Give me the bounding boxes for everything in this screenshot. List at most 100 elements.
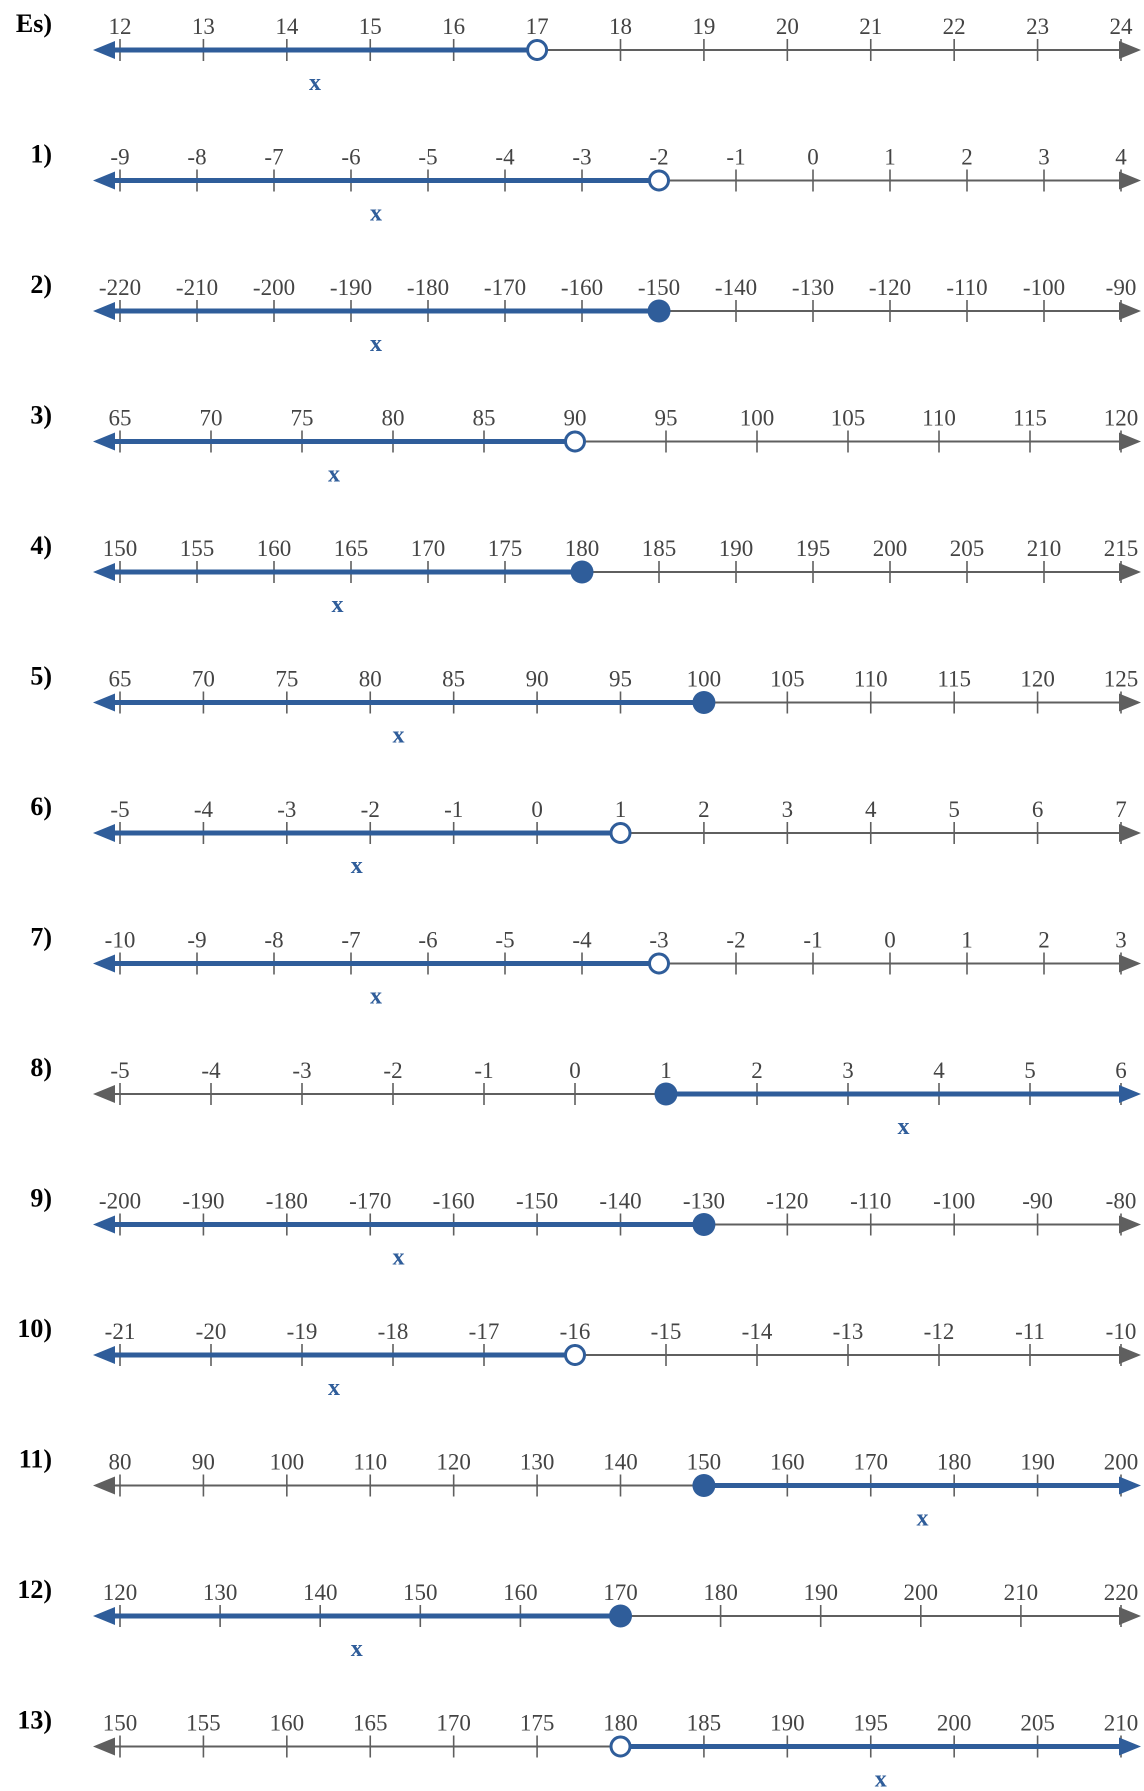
variable-label: x	[328, 462, 340, 488]
tick-label: -110	[946, 275, 987, 300]
tick-label: -160	[561, 275, 603, 300]
tick-label: 205	[1020, 1711, 1055, 1736]
tick-label: -5	[418, 145, 437, 170]
tick-label: -220	[99, 275, 141, 300]
tick-label: -11	[1015, 1319, 1045, 1344]
problem-row: 1) -9 -8 -7 -6 -5 -4 -3 -2 -1 0 1 2 3 4 x	[30, 140, 1141, 227]
closed-endpoint	[609, 1604, 632, 1628]
tick-label: -120	[869, 275, 911, 300]
tick-label: -4	[495, 145, 515, 170]
tick-label: -3	[277, 797, 296, 822]
tick-label: -10	[1106, 1319, 1137, 1344]
tick-label: -3	[649, 928, 668, 953]
tick-label: -3	[292, 1058, 311, 1083]
tick-label: 100	[270, 1450, 305, 1475]
tick-label: -2	[361, 797, 380, 822]
tick-label: -19	[287, 1319, 318, 1344]
tick-label: 150	[103, 1711, 138, 1736]
open-endpoint	[564, 1344, 586, 1366]
tick-label: 200	[1104, 1450, 1139, 1475]
tick-label: 2	[698, 797, 710, 822]
tick-label: -9	[110, 145, 129, 170]
tick-label: 185	[642, 536, 677, 561]
problem-label: 7)	[30, 923, 52, 952]
tick-label: 100	[687, 667, 722, 692]
tick-label: 15	[359, 14, 382, 39]
tick-label: 170	[436, 1711, 471, 1736]
tick-label: 3	[1038, 145, 1050, 170]
tick-label: 180	[565, 536, 600, 561]
tick-label: -130	[792, 275, 834, 300]
axis-arrow-right-icon	[1119, 563, 1141, 581]
solution-arrow-icon	[1119, 1085, 1141, 1103]
tick-label: 120	[103, 1580, 138, 1605]
variable-label: x	[328, 1375, 340, 1401]
problem-label: 5)	[30, 662, 52, 691]
tick-label: -100	[1023, 275, 1065, 300]
tick-label: 160	[770, 1450, 805, 1475]
tick-label: 16	[442, 14, 465, 39]
problem-row: 10) -21 -20 -19 -18 -17 -16 -15 -14 -13 -12 -11 -10 x	[17, 1314, 1141, 1401]
tick-label: -170	[349, 1189, 391, 1214]
tick-label: 80	[359, 667, 382, 692]
variable-label: x	[392, 723, 404, 749]
tick-label: 175	[488, 536, 523, 561]
tick-label: 220	[1104, 1580, 1139, 1605]
tick-label: -4	[201, 1058, 221, 1083]
tick-label: 4	[1115, 145, 1127, 170]
tick-label: 65	[109, 406, 132, 431]
tick-label: -180	[266, 1189, 308, 1214]
tick-label: -1	[444, 797, 463, 822]
problem-row: 7) -10 -9 -8 -7 -6 -5 -4 -3 -2 -1 0 1 2 3x	[30, 923, 1141, 1010]
tick-label: 125	[1104, 667, 1139, 692]
tick-label: -120	[766, 1189, 808, 1214]
open-endpoint	[564, 430, 586, 453]
tick-label: 100	[740, 406, 775, 431]
tick-label: 110	[922, 406, 956, 431]
tick-label: -1	[474, 1058, 493, 1083]
tick-label: 0	[569, 1058, 581, 1083]
tick-label: -2	[383, 1058, 402, 1083]
tick-label: 4	[865, 797, 877, 822]
solution-arrow-icon	[1119, 1476, 1141, 1495]
tick-label: 150	[403, 1580, 438, 1605]
open-endpoint	[526, 39, 549, 61]
problem-label: Es)	[16, 9, 52, 38]
tick-label: 0	[531, 797, 543, 822]
tick-label: 180	[937, 1450, 972, 1475]
tick-label: -15	[651, 1319, 682, 1344]
tick-label: -210	[176, 275, 218, 300]
tick-label: 195	[854, 1711, 889, 1736]
open-endpoint	[648, 952, 670, 975]
tick-label: 12	[109, 14, 132, 39]
solution-arrow-icon	[93, 954, 115, 973]
tick-label: 70	[200, 406, 223, 431]
tick-label: -200	[253, 275, 295, 300]
tick-label: 65	[109, 667, 132, 692]
tick-label: 165	[353, 1711, 388, 1736]
tick-label: -80	[1106, 1189, 1137, 1214]
tick-label: 6	[1115, 1058, 1127, 1083]
tick-label: 120	[1104, 406, 1139, 431]
tick-label: 210	[1104, 1711, 1139, 1736]
tick-label: -150	[516, 1189, 558, 1214]
solution-arrow-icon	[93, 1346, 115, 1364]
tick-label: 1	[615, 797, 627, 822]
tick-label: 0	[884, 928, 896, 953]
tick-label: 185	[687, 1711, 722, 1736]
axis-arrow-right-icon	[1119, 432, 1141, 451]
problem-label: 11)	[19, 1445, 52, 1474]
tick-label: -16	[560, 1319, 591, 1344]
tick-label: -140	[715, 275, 757, 300]
tick-label: 19	[692, 14, 715, 39]
variable-label: x	[309, 70, 321, 96]
tick-label: -170	[484, 275, 526, 300]
tick-label: 160	[270, 1711, 305, 1736]
tick-label: -190	[182, 1189, 224, 1214]
tick-label: -5	[110, 797, 129, 822]
tick-label: 95	[655, 406, 678, 431]
tick-label: 110	[353, 1450, 387, 1475]
tick-label: 105	[831, 406, 866, 431]
axis-arrow-right-icon	[1119, 302, 1141, 320]
tick-label: 160	[503, 1580, 538, 1605]
